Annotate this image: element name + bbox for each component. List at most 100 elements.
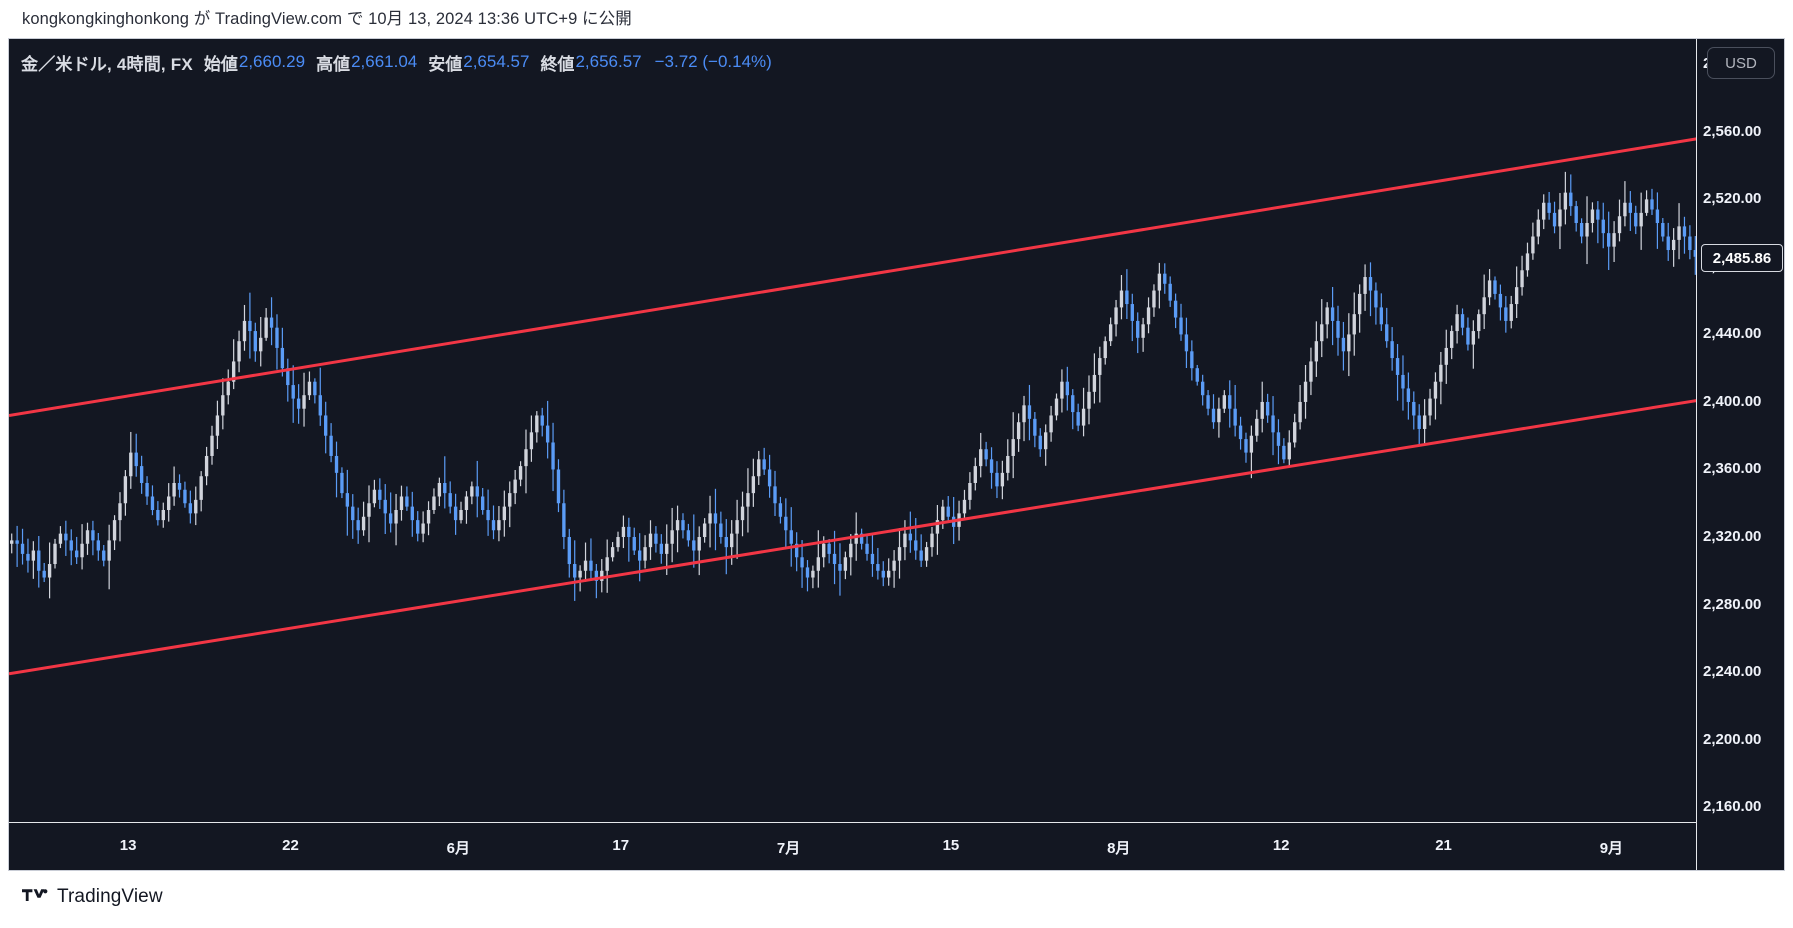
candle-body: [924, 547, 929, 561]
candle-body: [356, 520, 360, 531]
candle-body: [259, 337, 263, 352]
candle-body: [1038, 435, 1042, 450]
candle-body: [1671, 239, 1676, 251]
candle-body: [242, 320, 247, 342]
price-axis-label: 2,440.00: [1703, 325, 1762, 343]
publish-header-text: kongkongkinghonkong が TradingView.com で …: [22, 10, 632, 28]
candle-body: [800, 557, 804, 568]
legend-open-value: 2,660.29: [238, 52, 306, 71]
candle-body: [1390, 341, 1394, 359]
candle-body: [1363, 277, 1367, 294]
candle-body: [1081, 408, 1086, 426]
candle-body: [962, 499, 967, 514]
time-axis-label: 8月: [1107, 840, 1131, 857]
candle-body: [621, 526, 626, 538]
price-scale[interactable]: USD 2,600.002,560.002,520.002,480.002,44…: [1696, 39, 1784, 870]
candle-body: [1498, 293, 1503, 308]
candle-body: [399, 496, 404, 510]
currency-badge[interactable]: USD: [1707, 47, 1775, 79]
candle-body: [123, 476, 128, 504]
candle-body: [1439, 364, 1443, 382]
candle-body: [1460, 314, 1465, 328]
candle-body: [1260, 401, 1264, 419]
candle-body: [1146, 307, 1151, 325]
candle-body: [426, 510, 431, 524]
candle-body: [1076, 412, 1080, 426]
candle-body: [811, 570, 815, 578]
candle-body: [1228, 395, 1232, 409]
candle-body: [545, 425, 550, 443]
candle-body: [589, 560, 593, 571]
candle-body: [1108, 324, 1113, 342]
legend-symbol[interactable]: 金／米ドル, 4時間, FX: [21, 54, 193, 74]
chart-plot-area[interactable]: [9, 39, 1698, 824]
candle-body: [989, 459, 994, 473]
time-axis-label: 17: [612, 837, 630, 854]
candle-body: [286, 368, 290, 386]
candle-body: [854, 533, 858, 544]
candle-body: [1428, 398, 1432, 416]
candle-body: [129, 452, 133, 477]
candle-body: [1200, 381, 1205, 396]
candle-body: [448, 493, 452, 507]
candle-body: [643, 547, 647, 561]
candle-body: [1249, 435, 1254, 453]
candle-body: [280, 347, 285, 369]
candle-body: [367, 503, 371, 517]
candle-body: [296, 398, 301, 409]
channel-upper[interactable]: [9, 137, 1698, 417]
candle-body: [610, 547, 615, 558]
candle-body: [1184, 334, 1189, 352]
candle-body: [518, 466, 523, 480]
candle-body: [600, 570, 604, 581]
time-scale[interactable]: 13 22 6月 17 7月 15 8月 12 21 9月: [9, 822, 1784, 870]
candle-body: [1607, 233, 1611, 247]
legend-high-value: 2,661.04: [351, 52, 418, 71]
candle-body: [740, 506, 745, 521]
candle-body: [681, 520, 685, 531]
candle-body: [941, 506, 945, 521]
candle-body: [416, 520, 420, 534]
candle-body: [767, 469, 772, 487]
candle-body: [410, 506, 414, 521]
candle-body: [1406, 388, 1411, 402]
candle-body: [1579, 223, 1584, 237]
candle-body: [318, 395, 322, 416]
candle-body: [188, 503, 193, 514]
candle-body: [502, 506, 507, 521]
candle-body: [1644, 199, 1649, 213]
legend-close-label: 終値: [540, 54, 575, 74]
time-axis-label: 9月: [1599, 840, 1624, 857]
candle-body: [1011, 439, 1015, 456]
candle-body: [112, 520, 117, 541]
candle-body: [746, 493, 750, 507]
candle-body: [313, 381, 317, 396]
candle-body: [437, 482, 442, 497]
candle-body: [215, 415, 220, 436]
candle-body: [345, 493, 350, 507]
candle-body: [37, 550, 41, 571]
candle-body: [329, 435, 333, 456]
candle-body: [573, 564, 577, 578]
candle-body: [1542, 202, 1546, 220]
candle-body: [1596, 209, 1600, 220]
candle-body: [903, 533, 907, 548]
candle-body: [464, 496, 469, 510]
channel-lower[interactable]: [9, 398, 1698, 676]
candle-body: [1255, 418, 1259, 436]
candle-body: [1244, 439, 1248, 453]
candle-body: [1661, 223, 1665, 237]
candle-body: [221, 395, 225, 416]
candle-body: [1238, 425, 1243, 440]
candle-body: [1536, 219, 1540, 237]
chart-container[interactable]: 金／米ドル, 4時間, FX 始値 2,660.29 高値 2,661.04 安…: [8, 38, 1785, 871]
candle-body: [1119, 290, 1124, 308]
candle-body: [914, 540, 918, 551]
candle-body: [334, 455, 339, 473]
candle-body: [637, 550, 642, 561]
candle-body: [675, 520, 680, 531]
candle-body: [605, 557, 609, 571]
candle-body: [1450, 331, 1454, 348]
price-axis-label: 2,520.00: [1703, 190, 1762, 208]
